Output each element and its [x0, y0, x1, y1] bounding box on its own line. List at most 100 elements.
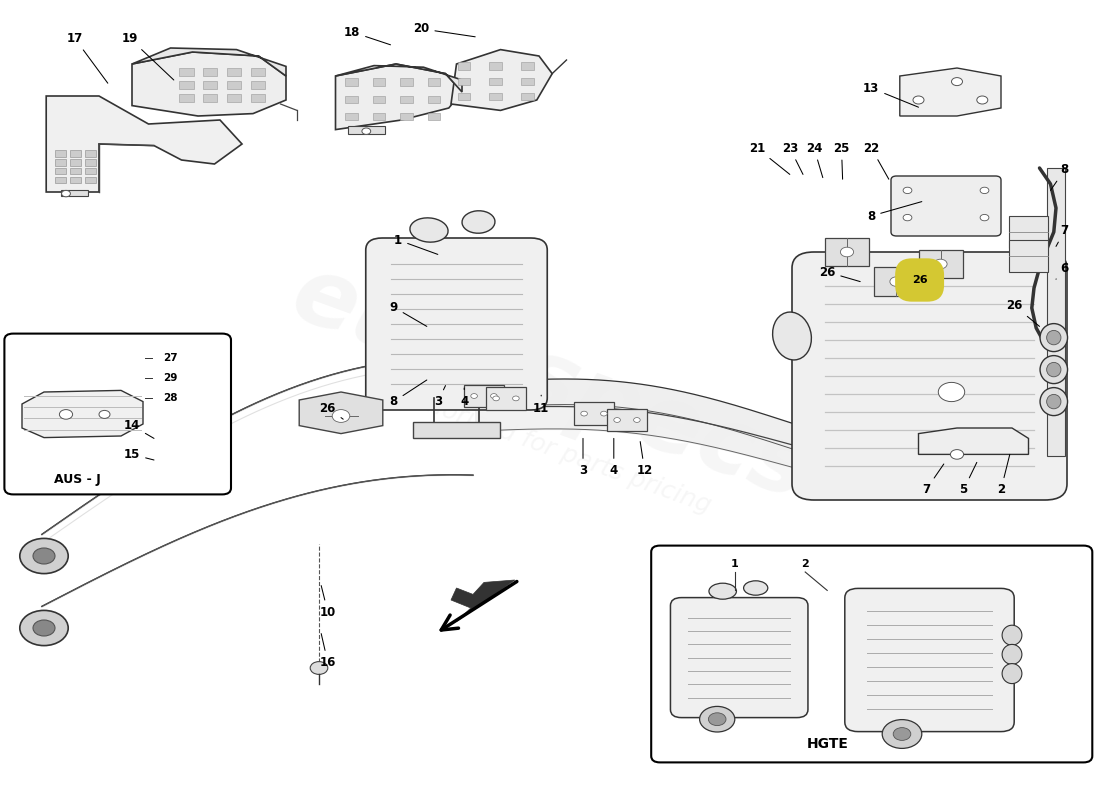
- FancyBboxPatch shape: [792, 252, 1067, 500]
- FancyBboxPatch shape: [85, 150, 96, 157]
- Circle shape: [581, 411, 587, 416]
- Text: 2: 2: [801, 559, 810, 569]
- FancyBboxPatch shape: [521, 93, 534, 100]
- Ellipse shape: [1002, 664, 1022, 683]
- Text: 1: 1: [394, 234, 438, 254]
- FancyBboxPatch shape: [400, 113, 412, 120]
- Circle shape: [840, 247, 854, 257]
- Text: 14: 14: [124, 419, 154, 438]
- Ellipse shape: [772, 312, 812, 360]
- Ellipse shape: [1046, 330, 1060, 345]
- FancyBboxPatch shape: [251, 94, 265, 102]
- FancyBboxPatch shape: [671, 598, 807, 718]
- Circle shape: [980, 187, 989, 194]
- Circle shape: [708, 713, 726, 726]
- Text: 26: 26: [912, 275, 927, 285]
- Circle shape: [893, 728, 911, 741]
- Polygon shape: [336, 64, 462, 92]
- Text: 11: 11: [534, 395, 549, 414]
- Text: 21: 21: [749, 142, 790, 174]
- Ellipse shape: [1002, 645, 1022, 664]
- FancyBboxPatch shape: [227, 94, 241, 102]
- Circle shape: [938, 382, 965, 402]
- Circle shape: [332, 410, 350, 422]
- Polygon shape: [132, 48, 286, 76]
- Circle shape: [890, 277, 903, 286]
- FancyBboxPatch shape: [179, 68, 194, 76]
- Polygon shape: [464, 385, 504, 407]
- Circle shape: [980, 214, 989, 221]
- Circle shape: [903, 187, 912, 194]
- Text: 10: 10: [320, 586, 336, 618]
- Text: 8: 8: [389, 380, 427, 408]
- Text: 19: 19: [122, 32, 174, 80]
- FancyBboxPatch shape: [4, 334, 231, 494]
- Text: 17: 17: [67, 32, 108, 83]
- FancyBboxPatch shape: [458, 93, 470, 100]
- Text: 12: 12: [637, 442, 652, 477]
- FancyBboxPatch shape: [179, 81, 194, 89]
- Text: 15: 15: [124, 448, 154, 461]
- Text: 26: 26: [320, 402, 343, 419]
- Text: AUS - J: AUS - J: [54, 474, 100, 486]
- FancyBboxPatch shape: [251, 81, 265, 89]
- FancyBboxPatch shape: [85, 177, 96, 183]
- Polygon shape: [574, 402, 614, 425]
- FancyBboxPatch shape: [651, 546, 1092, 762]
- Text: 4: 4: [460, 388, 469, 408]
- FancyBboxPatch shape: [345, 78, 358, 86]
- FancyBboxPatch shape: [521, 78, 534, 85]
- Polygon shape: [486, 387, 526, 410]
- FancyBboxPatch shape: [428, 95, 440, 102]
- Polygon shape: [607, 409, 647, 431]
- FancyBboxPatch shape: [428, 78, 440, 86]
- Circle shape: [601, 411, 607, 416]
- FancyBboxPatch shape: [373, 78, 385, 86]
- Text: 5: 5: [959, 462, 977, 496]
- Text: 24: 24: [806, 142, 823, 178]
- Text: 29: 29: [163, 374, 177, 383]
- Circle shape: [634, 418, 640, 422]
- Ellipse shape: [744, 581, 768, 595]
- Polygon shape: [1047, 168, 1065, 456]
- FancyBboxPatch shape: [85, 168, 96, 174]
- Polygon shape: [155, 456, 168, 464]
- Circle shape: [59, 410, 73, 419]
- FancyBboxPatch shape: [85, 159, 96, 166]
- Circle shape: [33, 620, 55, 636]
- FancyBboxPatch shape: [458, 78, 470, 85]
- FancyBboxPatch shape: [891, 176, 1001, 236]
- Ellipse shape: [1046, 394, 1060, 409]
- Polygon shape: [874, 267, 918, 296]
- Ellipse shape: [708, 583, 737, 599]
- Text: 25: 25: [834, 142, 849, 179]
- Circle shape: [154, 440, 169, 451]
- Circle shape: [493, 396, 499, 401]
- Polygon shape: [60, 190, 88, 196]
- Ellipse shape: [1041, 388, 1067, 416]
- Ellipse shape: [1002, 626, 1022, 645]
- Text: 13: 13: [864, 82, 918, 107]
- Circle shape: [700, 706, 735, 732]
- Circle shape: [882, 720, 922, 749]
- FancyBboxPatch shape: [70, 159, 81, 166]
- FancyBboxPatch shape: [55, 159, 66, 166]
- Text: 28: 28: [163, 394, 177, 403]
- Text: 16: 16: [320, 634, 336, 669]
- Ellipse shape: [1041, 355, 1067, 383]
- FancyBboxPatch shape: [365, 238, 547, 410]
- Circle shape: [491, 394, 497, 398]
- Circle shape: [471, 394, 477, 398]
- FancyBboxPatch shape: [204, 81, 218, 89]
- Circle shape: [62, 190, 70, 197]
- Circle shape: [310, 662, 328, 674]
- Text: 1: 1: [730, 559, 739, 569]
- FancyBboxPatch shape: [251, 68, 265, 76]
- Circle shape: [903, 214, 912, 221]
- Polygon shape: [918, 250, 962, 278]
- Polygon shape: [451, 580, 515, 622]
- Circle shape: [362, 128, 371, 134]
- FancyBboxPatch shape: [204, 94, 218, 102]
- Polygon shape: [412, 422, 500, 438]
- FancyBboxPatch shape: [55, 177, 66, 183]
